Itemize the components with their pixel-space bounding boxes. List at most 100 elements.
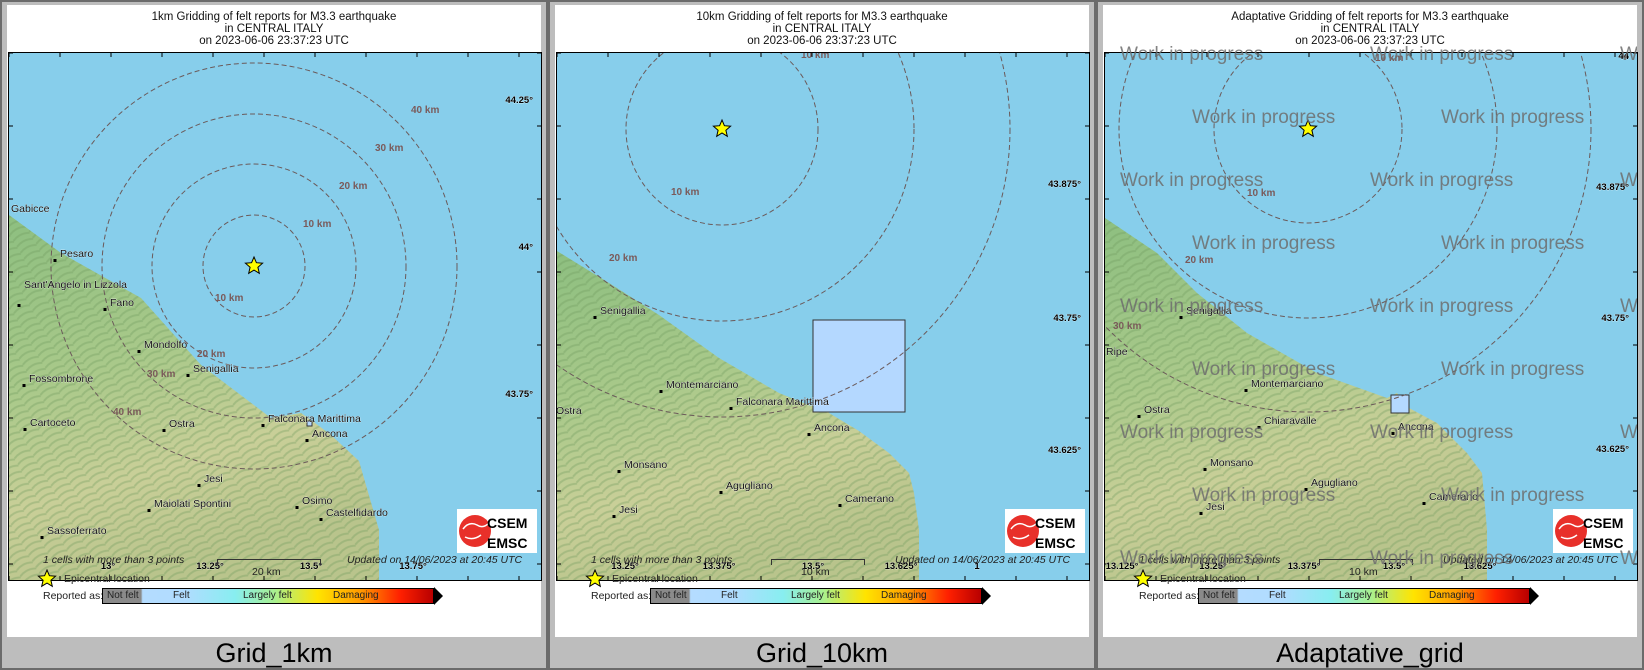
ring-label: 30 km [1113,321,1141,332]
city-label: Castelfidardo [326,507,388,519]
epicenter-star-icon [1298,118,1318,138]
distance-ring [1213,53,1403,224]
city-label: Ancona [814,422,850,434]
ring-label: 40 km [113,407,141,418]
felt-grid-cell [1390,394,1410,414]
panel-caption: Grid_10km [755,638,889,668]
city-label: Jesi [204,473,223,485]
cells-note: 1 cells with more than 3 points [43,554,185,566]
city-marker [1304,488,1308,491]
city-marker [261,424,265,427]
city-marker [1244,389,1248,392]
longitude-label: 13.5° [300,561,322,572]
city-label: Falconara Marittima [268,413,361,425]
city-label: Gabicce [11,203,50,215]
longitude-label: 13.375° [1288,561,1321,572]
city-label: Jesi [619,504,638,516]
longitude-label: 13.25° [611,561,639,572]
city-label: Ostra [1144,404,1170,416]
city-label: Fano [110,297,134,309]
logo-text-top: CSEM [1035,515,1075,531]
city-marker [617,470,621,473]
map-title-line: 10km Gridding of felt reports for M3.3 e… [696,11,948,23]
epicenter-star-icon [244,255,264,275]
star-shape [585,569,605,588]
map-canvas: 10 km 20 km 30 km 40 km 10 km 20 km 30 km 40 km… [8,52,542,581]
ring-label: 10 km [671,187,699,198]
city-label: Monsano [1210,457,1253,469]
map-canvas: 10 km 10 km 20 km Senigallia Montemarciano Fa… [556,52,1090,581]
longitude-label: 13.625° [1464,561,1497,572]
latitude-label: 43.625° [1048,445,1081,456]
colorbar-label: Felt [721,590,738,601]
city-marker [137,350,141,353]
map-sheet: 10km Gridding of felt reports for M3.3 e… [555,5,1090,637]
city-marker [305,439,309,442]
city-label: Monsano [624,459,667,471]
logo-text-bottom: EMSC [487,535,527,551]
map-sheet: 1km Gridding of felt reports for M3.3 ea… [7,5,542,637]
epicentral-location-label: Epicentral location [1160,573,1246,585]
city-marker [659,390,663,393]
map-title: Adaptative Gridding of felt reports for … [1103,11,1637,47]
map-title: 1km Gridding of felt reports for M3.3 ea… [7,11,541,47]
latitude-label: 43.875° [1596,182,1629,193]
longitude-label: 13.5° [1383,561,1405,572]
city-marker [197,484,201,487]
city-marker [186,374,190,377]
city-marker [1203,468,1207,471]
ring-label: 10 km [215,293,243,304]
distance-ring [557,53,915,322]
reported-as-label: Reported as: [43,590,104,602]
csem-emsc-logo: CSEM EMSC [457,509,537,553]
globe-continents [1010,522,1038,540]
ring-label: 20 km [1185,255,1213,266]
latitude-label: 43.875° [1048,179,1081,190]
globe-continents [462,522,490,540]
ring-label: 10 km [1375,53,1403,64]
colorbar-label: Not felt [107,590,139,601]
latitude-label: 43.75° [1601,313,1629,324]
latitude-label: 43.75° [1053,313,1081,324]
map-title-line: Adaptative Gridding of felt reports for … [1231,11,1509,23]
city-marker [838,504,842,507]
star-shape [1133,569,1153,588]
land-relief [557,251,919,580]
latitude-label: 44 [1618,52,1629,62]
cells-note: 1 cells with more than 3 points [1139,554,1281,566]
scale-bar [217,559,321,565]
city-marker [295,506,299,509]
city-marker [1179,316,1183,319]
city-label: Senigallia [1186,305,1232,317]
city-label: Ripe [1106,346,1128,358]
ring-label: 10 km [801,52,829,61]
city-marker [23,428,27,431]
city-label: Ostra [556,405,582,417]
city-marker [612,515,616,518]
city-marker [53,259,57,262]
globe-icon [1555,515,1587,547]
felt-grid-cell [306,420,313,427]
felt-grid-cell [812,319,906,413]
city-label: Cartoceto [30,417,76,429]
city-label: Mondolfo [144,339,187,351]
city-marker [40,536,44,539]
colorbar-arrow-icon [1530,587,1539,605]
land-relief [9,215,379,580]
city-label: Montemarciano [666,379,739,391]
longitude-label: 13.5° [802,561,824,572]
city-label: Montemarciano [1251,378,1324,390]
map-title: 10km Gridding of felt reports for M3.3 e… [555,11,1089,47]
distance-ring [625,53,819,226]
city-marker [593,316,597,319]
intensity-colorbar: Not felt Felt Largely felt Damaging [102,588,434,604]
logo-text-top: CSEM [487,515,527,531]
city-label: Senigallia [600,305,646,317]
longitude-label: 13.25° [1199,561,1227,572]
latitude-label: 44.25° [505,95,533,106]
distance-ring [50,62,458,470]
city-label: Falconara Marittima [736,396,829,408]
city-marker [1257,426,1261,429]
epicenter-star-icon [712,118,732,138]
epicentral-location-label: Epicentral location [612,573,698,585]
